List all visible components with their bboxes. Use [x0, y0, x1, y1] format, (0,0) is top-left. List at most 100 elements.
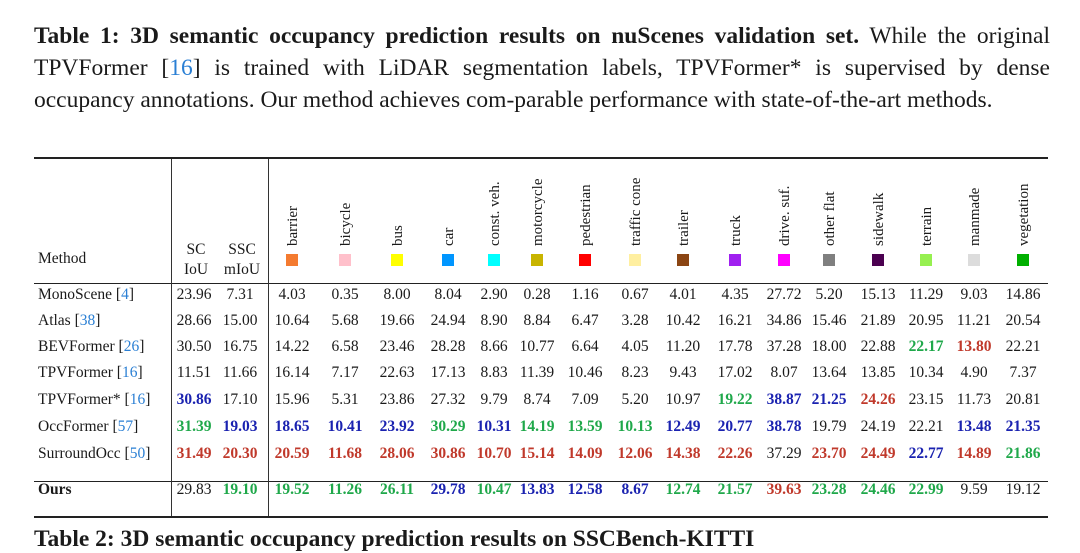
table-cell: 20.54 — [1005, 312, 1041, 329]
class-color-swatch — [1017, 254, 1029, 266]
method-citation[interactable]: 16 — [121, 364, 138, 381]
table-cell: 20.30 — [222, 445, 258, 462]
table-cell: 30.29 — [430, 418, 466, 435]
table-cell: 22.21 — [1005, 338, 1041, 355]
table-cell: 19.03 — [222, 418, 258, 435]
table-cell: 24.19 — [860, 418, 896, 435]
table-cell: 37.28 — [766, 338, 802, 355]
table-cell: 7.17 — [331, 364, 359, 381]
table-cell: 22.21 — [908, 418, 944, 435]
table-cell: 14.19 — [519, 418, 555, 435]
table-cell: 11.68 — [327, 445, 363, 462]
table-cell: 23.92 — [379, 418, 415, 435]
class-color-swatch — [339, 254, 351, 266]
table-cell: 14.89 — [956, 445, 992, 462]
method-label: SurroundOcc — [38, 445, 121, 462]
method-label: TPVFormer — [38, 364, 113, 381]
table-cell: 38.78 — [766, 418, 802, 435]
table-cell: 10.34 — [908, 364, 944, 381]
table-cell: 22.17 — [908, 338, 944, 355]
table-cell: 17.02 — [717, 364, 753, 381]
table-cell: 20.81 — [1005, 391, 1041, 408]
class-name: trailer — [676, 210, 692, 246]
table-cell: 24.49 — [860, 445, 896, 462]
table-cell: 10.47 — [476, 481, 512, 498]
table-cell: 8.00 — [383, 286, 411, 303]
table-cell: 8.90 — [480, 312, 508, 329]
table-cell: 21.89 — [860, 312, 896, 329]
class-header: sidewalk — [868, 160, 888, 280]
table-cell: 15.00 — [222, 312, 258, 329]
table-cell: 9.79 — [480, 391, 508, 408]
table-cell: 8.66 — [480, 338, 508, 355]
class-header: pedestrian — [575, 160, 595, 280]
class-header: terrain — [916, 160, 936, 280]
table-cell: 7.37 — [1009, 364, 1037, 381]
table-cell: 0.35 — [331, 286, 359, 303]
class-header: barrier — [282, 160, 302, 280]
class-header: bicycle — [335, 160, 355, 280]
table-cell: 10.41 — [327, 418, 363, 435]
table-cell: 10.77 — [519, 338, 555, 355]
table-cell: 20.77 — [717, 418, 753, 435]
table-cell: 23.86 — [379, 391, 415, 408]
table-cell: 16.14 — [274, 364, 310, 381]
table-cell: 4.05 — [621, 338, 649, 355]
table-cell: 19.79 — [811, 418, 847, 435]
table-cell: 24.94 — [430, 312, 466, 329]
header-method: Method — [38, 250, 87, 267]
method-name: SurroundOcc [50] — [38, 445, 151, 462]
table-cell: 26.11 — [379, 481, 415, 498]
table-cell: 8.83 — [480, 364, 508, 381]
method-name: TPVFormer* [16] — [38, 391, 151, 408]
table-cell: 28.06 — [379, 445, 415, 462]
table-cell: 2.90 — [480, 286, 508, 303]
table-cell: 8.67 — [621, 481, 649, 498]
method-label: BEVFormer — [38, 338, 115, 355]
method-citation[interactable]: 50 — [129, 445, 146, 462]
table-cell: 0.67 — [621, 286, 649, 303]
table-cell: 21.86 — [1005, 445, 1041, 462]
class-header: manmade — [964, 160, 984, 280]
caption-citation[interactable]: 16 — [169, 55, 193, 81]
class-name: const. veh. — [487, 181, 503, 246]
method-label: MonoScene — [38, 286, 113, 303]
class-color-swatch — [823, 254, 835, 266]
table-cell: 14.22 — [274, 338, 310, 355]
table-cell: 9.59 — [960, 481, 988, 498]
method-citation[interactable]: 38 — [79, 312, 96, 329]
class-color-swatch — [391, 254, 403, 266]
table-cell: 4.35 — [721, 286, 749, 303]
table-cell: 12.06 — [617, 445, 653, 462]
method-citation[interactable]: 16 — [129, 391, 146, 408]
top-rule — [34, 157, 1048, 159]
table-cell: 7.09 — [571, 391, 599, 408]
table-cell: 12.49 — [665, 418, 701, 435]
table-cell: 4.03 — [278, 286, 306, 303]
method-label: OccFormer — [38, 418, 109, 435]
class-header: bus — [387, 160, 407, 280]
table-cell: 23.28 — [811, 481, 847, 498]
table-cell: 27.72 — [766, 286, 802, 303]
class-color-swatch — [677, 254, 689, 266]
class-name: drive. suf. — [777, 185, 793, 246]
class-name: bus — [390, 225, 406, 246]
method-citation[interactable]: 57 — [117, 418, 134, 435]
method-citation[interactable]: 4 — [121, 286, 129, 303]
method-name: OccFormer [57] — [38, 418, 139, 435]
class-name: vegetation — [1016, 183, 1032, 246]
table-cell: 28.66 — [176, 312, 212, 329]
table-cell: 30.86 — [430, 445, 466, 462]
method-name: MonoScene [4] — [38, 286, 135, 303]
method-citation[interactable]: 26 — [123, 338, 140, 355]
table-cell: 15.96 — [274, 391, 310, 408]
table-cell: 18.00 — [811, 338, 847, 355]
table-cell: 11.66 — [222, 364, 258, 381]
class-name: terrain — [919, 206, 935, 246]
table-cell: 23.15 — [908, 391, 944, 408]
table-cell: 28.28 — [430, 338, 466, 355]
table-cell: 30.50 — [176, 338, 212, 355]
table-cell: 1.16 — [571, 286, 599, 303]
table-cell: 27.32 — [430, 391, 466, 408]
table-cell: 14.09 — [567, 445, 603, 462]
